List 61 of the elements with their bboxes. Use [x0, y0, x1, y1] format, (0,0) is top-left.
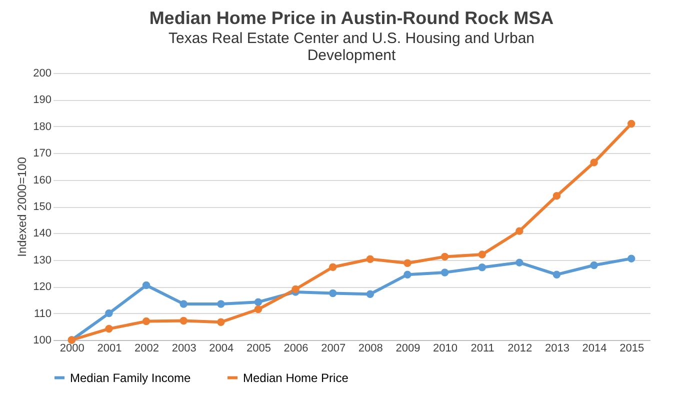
x-tick-label: 2010 [433, 342, 458, 354]
x-tick-label: 2013 [544, 342, 570, 354]
chart-subtitle: Texas Real Estate Center and U.S. Housing and Urban Development [168, 30, 535, 64]
y-tick-label: 190 [33, 94, 52, 106]
y-tick-label: 130 [33, 254, 52, 266]
point [217, 300, 225, 308]
x-tick-label: 2014 [582, 342, 607, 354]
y-tick-label: 200 [33, 68, 52, 80]
x-tick-label: 2000 [60, 342, 84, 354]
point [180, 316, 188, 325]
point [440, 252, 449, 261]
y-tick-label: 100 [33, 334, 52, 346]
y-tick-label: 110 [34, 308, 52, 320]
y-axis-title: Indexed 2000=100 [15, 156, 30, 257]
y-tick-label: 120 [33, 281, 52, 294]
point [217, 318, 225, 326]
legend-label: Median Family Income [70, 370, 192, 385]
x-tick-label: 2004 [209, 342, 234, 354]
point [552, 270, 561, 278]
x-tick-label: 2011 [470, 342, 494, 354]
point [254, 298, 262, 306]
point [142, 281, 150, 290]
point [404, 270, 412, 278]
point [516, 227, 524, 235]
y-tick-label: 150 [33, 201, 52, 213]
x-tick-label: 2012 [508, 342, 532, 354]
y-tick-label: 160 [33, 174, 52, 186]
x-tick-label: 2003 [172, 342, 196, 354]
point [478, 250, 486, 258]
point [478, 264, 486, 272]
point [440, 268, 449, 276]
point [292, 285, 300, 294]
point [105, 309, 113, 318]
point [404, 259, 412, 267]
legend-label: Median Home Price [243, 370, 349, 385]
point [254, 305, 262, 314]
x-tick-label: 2006 [284, 342, 308, 354]
x-tick-label: 2007 [321, 342, 346, 354]
point [516, 258, 524, 266]
point [328, 263, 337, 271]
point [366, 290, 374, 298]
x-tick-label: 2008 [358, 342, 383, 354]
point [627, 120, 636, 128]
y-tick-label: 180 [33, 120, 52, 133]
point [328, 289, 337, 298]
x-tick-label: 2005 [246, 342, 271, 354]
x-tick-label: 2015 [620, 342, 644, 354]
y-tick-label: 170 [33, 148, 52, 160]
point [142, 317, 150, 326]
x-tick-label: 2002 [134, 342, 160, 354]
point [105, 324, 113, 333]
x-tick-label: 2009 [396, 342, 420, 354]
y-tick-label: 140 [33, 228, 52, 240]
point [590, 261, 598, 270]
point [552, 192, 561, 200]
point [590, 158, 598, 166]
chart-title: Median Home Price in Austin-Round Rock MSA [149, 8, 554, 28]
point [627, 254, 636, 262]
x-tick-label: 2001 [97, 342, 122, 354]
point [366, 255, 374, 263]
point [180, 300, 188, 308]
